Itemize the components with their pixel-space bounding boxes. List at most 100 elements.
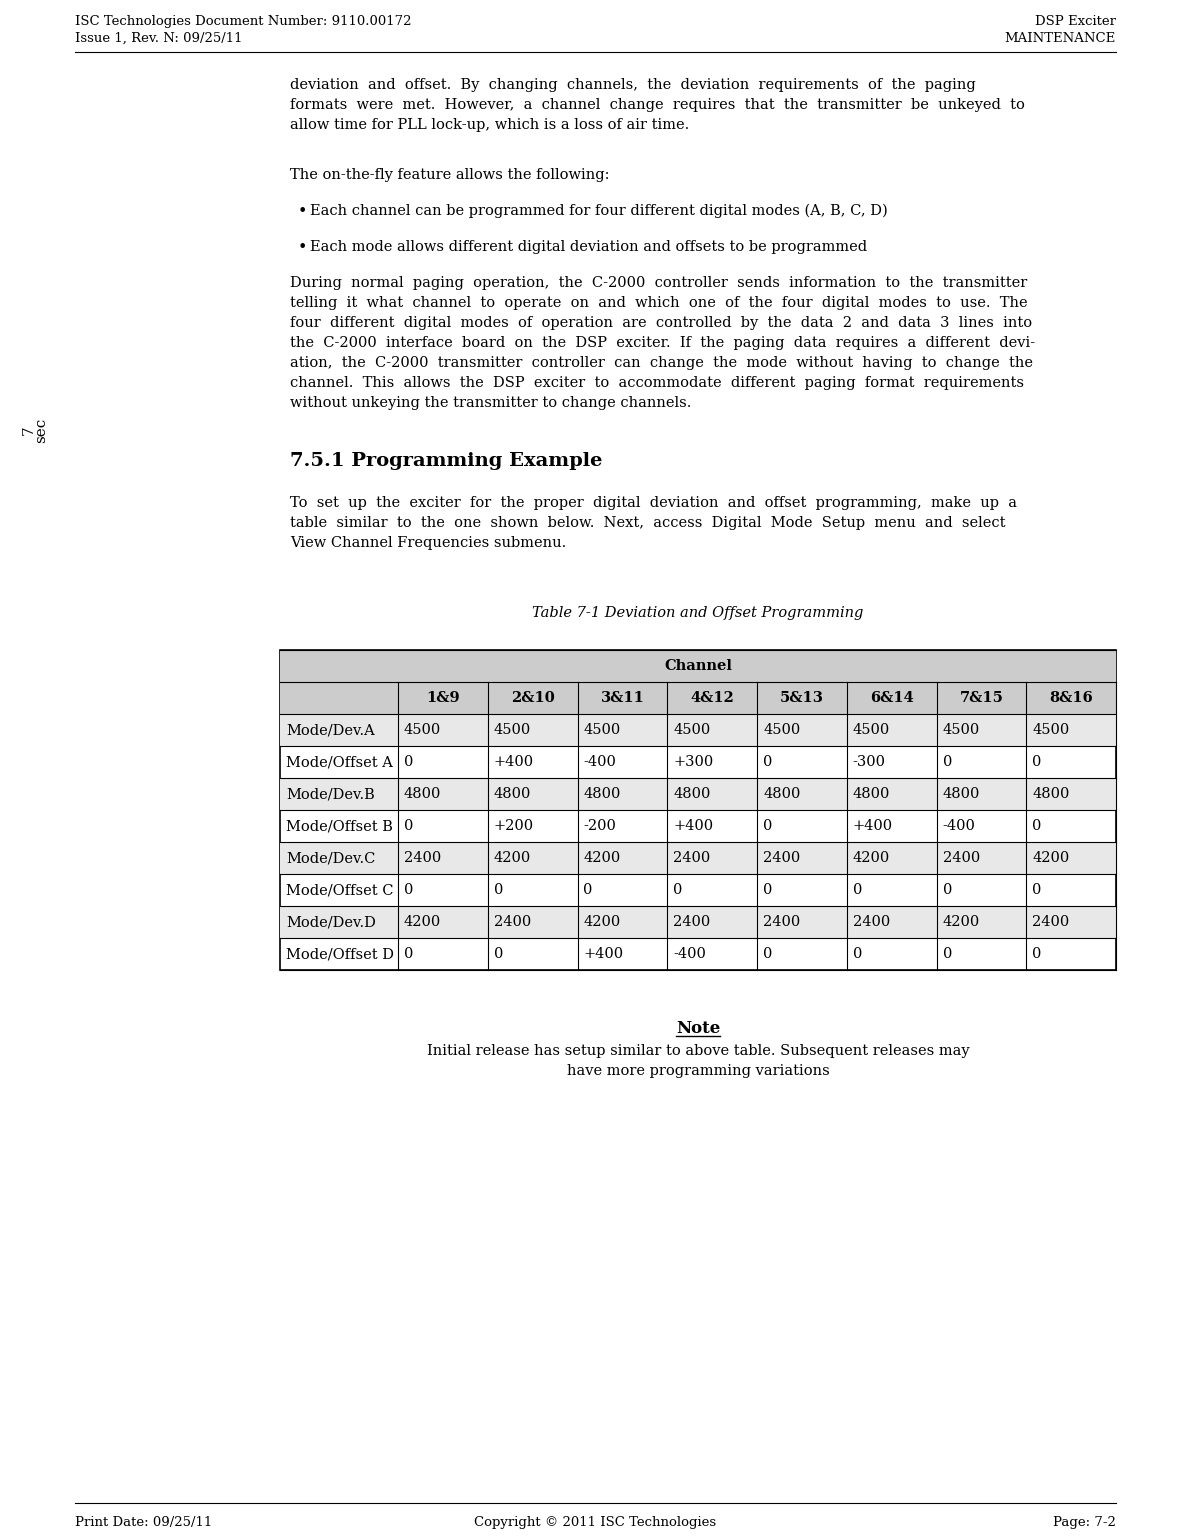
Text: channel.  This  allows  the  DSP  exciter  to  accommodate  different  paging  f: channel. This allows the DSP exciter to … (289, 376, 1024, 390)
Text: 2400: 2400 (404, 851, 441, 865)
Text: Each mode allows different digital deviation and offsets to be programmed: Each mode allows different digital devia… (310, 240, 867, 253)
Text: Print Date: 09/25/11: Print Date: 09/25/11 (75, 1516, 212, 1528)
Bar (280, 779, 1116, 809)
Text: four  different  digital  modes  of  operation  are  controlled  by  the  data  : four different digital modes of operatio… (289, 316, 1033, 330)
Text: 4500: 4500 (1033, 723, 1070, 737)
Text: -300: -300 (853, 756, 886, 770)
Bar (280, 682, 1116, 714)
Text: 2400: 2400 (673, 915, 711, 929)
Text: View Channel Frequencies submenu.: View Channel Frequencies submenu. (289, 536, 566, 550)
Text: 2&10: 2&10 (511, 691, 555, 705)
Text: 0: 0 (404, 948, 413, 962)
Text: 4200: 4200 (1033, 851, 1070, 865)
Text: •: • (298, 240, 307, 255)
Bar (280, 906, 1116, 938)
Text: 7.5.1 Programming Example: 7.5.1 Programming Example (289, 452, 603, 470)
Text: 4200: 4200 (404, 915, 441, 929)
Text: Mode/Dev.D: Mode/Dev.D (286, 915, 376, 929)
Text: 4500: 4500 (853, 723, 890, 737)
Text: +400: +400 (584, 948, 624, 962)
Text: 0: 0 (763, 948, 773, 962)
Text: +400: +400 (494, 756, 534, 770)
Bar (280, 714, 1116, 746)
Text: -400: -400 (673, 948, 706, 962)
Text: Mode/Offset C: Mode/Offset C (286, 883, 393, 897)
Text: 2400: 2400 (763, 851, 800, 865)
Text: 4500: 4500 (494, 723, 531, 737)
Text: Mode/Offset A: Mode/Offset A (286, 756, 393, 770)
Text: 4200: 4200 (942, 915, 980, 929)
Text: -200: -200 (584, 819, 617, 833)
Text: 0: 0 (1033, 948, 1042, 962)
Text: 2400: 2400 (673, 851, 711, 865)
Text: ation,  the  C-2000  transmitter  controller  can  change  the  mode  without  h: ation, the C-2000 transmitter controller… (289, 356, 1033, 370)
Text: 4200: 4200 (584, 851, 621, 865)
Text: 2400: 2400 (494, 915, 531, 929)
Text: 4800: 4800 (942, 786, 980, 800)
Text: During  normal  paging  operation,  the  C-2000  controller  sends  information : During normal paging operation, the C-20… (289, 276, 1028, 290)
Text: 4200: 4200 (494, 851, 531, 865)
Text: 0: 0 (494, 948, 503, 962)
Text: 0: 0 (942, 948, 952, 962)
Text: Each channel can be programmed for four different digital modes (A, B, C, D): Each channel can be programmed for four … (310, 204, 887, 218)
Text: the  C-2000  interface  board  on  the  DSP  exciter.  If  the  paging  data  re: the C-2000 interface board on the DSP ex… (289, 336, 1035, 350)
Text: 0: 0 (763, 819, 773, 833)
Text: Mode/Dev.A: Mode/Dev.A (286, 723, 375, 737)
Text: 1&9: 1&9 (426, 691, 460, 705)
Text: 4500: 4500 (763, 723, 800, 737)
Text: +400: +400 (673, 819, 713, 833)
Text: DSP Exciter: DSP Exciter (1035, 15, 1116, 28)
Text: 0: 0 (1033, 756, 1042, 770)
Text: 2400: 2400 (853, 915, 890, 929)
Text: •: • (298, 204, 307, 220)
Text: 4800: 4800 (404, 786, 442, 800)
Text: +200: +200 (494, 819, 534, 833)
Text: 4200: 4200 (853, 851, 890, 865)
Text: 4500: 4500 (404, 723, 441, 737)
Text: 0: 0 (1033, 883, 1042, 897)
Text: Issue 1, Rev. N: 09/25/11: Issue 1, Rev. N: 09/25/11 (75, 32, 243, 45)
Text: 2400: 2400 (1033, 915, 1070, 929)
Text: +300: +300 (673, 756, 713, 770)
Text: 0: 0 (942, 756, 952, 770)
Text: 0: 0 (942, 883, 952, 897)
Text: 4800: 4800 (1033, 786, 1070, 800)
Text: 4500: 4500 (584, 723, 621, 737)
Text: Initial release has setup similar to above table. Subsequent releases may: Initial release has setup similar to abo… (426, 1044, 969, 1058)
Text: 0: 0 (1033, 819, 1042, 833)
Text: 4800: 4800 (584, 786, 621, 800)
Text: 6&14: 6&14 (869, 691, 913, 705)
Text: Mode/Offset B: Mode/Offset B (286, 819, 393, 833)
Text: 8&16: 8&16 (1049, 691, 1093, 705)
Text: 4500: 4500 (673, 723, 711, 737)
Text: without unkeying the transmitter to change channels.: without unkeying the transmitter to chan… (289, 396, 691, 410)
Text: 4800: 4800 (763, 786, 800, 800)
Bar (280, 650, 1116, 971)
Bar (280, 842, 1116, 874)
Text: +400: +400 (853, 819, 893, 833)
Text: 0: 0 (763, 883, 773, 897)
Text: 0: 0 (404, 819, 413, 833)
Text: 7&15: 7&15 (960, 691, 1003, 705)
Text: MAINTENANCE: MAINTENANCE (1005, 32, 1116, 45)
Text: 0: 0 (404, 883, 413, 897)
Text: 0: 0 (494, 883, 503, 897)
Text: Mode/Offset D: Mode/Offset D (286, 948, 394, 962)
Text: 4&12: 4&12 (691, 691, 734, 705)
Text: 4200: 4200 (584, 915, 621, 929)
Text: have more programming variations: have more programming variations (567, 1064, 829, 1078)
Text: 4800: 4800 (673, 786, 711, 800)
Text: Mode/Dev.B: Mode/Dev.B (286, 786, 375, 800)
Text: Channel: Channel (665, 659, 732, 673)
Text: 0: 0 (853, 883, 862, 897)
Text: telling  it  what  channel  to  operate  on  and  which  one  of  the  four  dig: telling it what channel to operate on an… (289, 296, 1028, 310)
Text: 0: 0 (584, 883, 593, 897)
Text: deviation  and  offset.  By  changing  channels,  the  deviation  requirements  : deviation and offset. By changing channe… (289, 78, 975, 92)
Text: 2400: 2400 (763, 915, 800, 929)
Text: Page: 7-2: Page: 7-2 (1053, 1516, 1116, 1528)
Text: 4500: 4500 (942, 723, 980, 737)
Text: allow time for PLL lock-up, which is a loss of air time.: allow time for PLL lock-up, which is a l… (289, 118, 690, 132)
Text: Note: Note (675, 1020, 721, 1037)
Text: 0: 0 (853, 948, 862, 962)
Text: 4800: 4800 (494, 786, 531, 800)
